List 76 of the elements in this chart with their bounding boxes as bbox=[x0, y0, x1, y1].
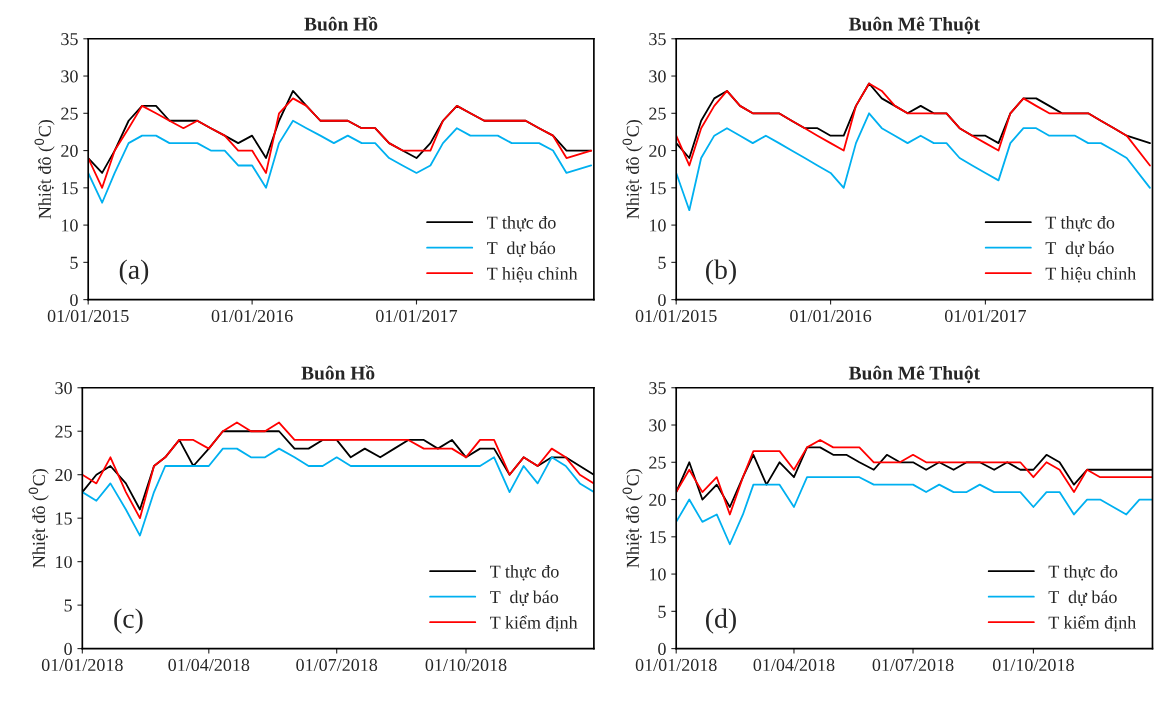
legend-label: T hiệu chỉnh bbox=[487, 266, 578, 283]
chart-title: Buôn Hồ bbox=[301, 365, 375, 380]
line-series bbox=[82, 421, 594, 520]
y-tick-label: 30 bbox=[55, 382, 72, 395]
line-series bbox=[676, 476, 1153, 546]
legend-label: T thực đo bbox=[1045, 215, 1115, 232]
y-axis-title: Nhiệt đô ($^{0}$C) bbox=[622, 469, 643, 568]
annotation: (c) bbox=[114, 608, 143, 634]
x-tick-label: 01/07/2018 bbox=[872, 658, 954, 672]
y-axis-title: Nhiệt đô ($^{0}$C) bbox=[34, 120, 55, 219]
y-tick-label: 35 bbox=[649, 382, 666, 395]
legend-label: T thực đo bbox=[490, 564, 559, 581]
chart-title: Buôn Hồ bbox=[304, 16, 378, 31]
y-tick-label: 0 bbox=[658, 293, 666, 307]
x-tick-label: 01/01/2018 bbox=[635, 658, 717, 672]
line-series bbox=[88, 119, 593, 204]
line-series bbox=[82, 447, 594, 537]
y-axis-title: Nhiệt đô ($^{0}$C) bbox=[28, 469, 49, 568]
y-tick-label: 25 bbox=[649, 107, 666, 120]
y-tick-label: 10 bbox=[650, 568, 666, 581]
y-tick-label: 25 bbox=[61, 107, 78, 120]
y-tick-label: 15 bbox=[62, 182, 78, 195]
chart-title: Buôn Mê Thuột bbox=[848, 365, 980, 384]
y-axis-title: Nhiệt đô ($^{0}$C) bbox=[622, 120, 643, 219]
legend-label: T dự báo bbox=[490, 590, 559, 606]
annotation: (b) bbox=[706, 259, 736, 285]
y-tick-label: 30 bbox=[649, 419, 666, 432]
y-tick-label: 10 bbox=[62, 219, 78, 232]
y-tick-label: 20 bbox=[61, 144, 78, 158]
y-tick-label: 35 bbox=[649, 33, 666, 46]
x-tick-label: 01/01/2016 bbox=[790, 309, 872, 323]
y-tick-label: 10 bbox=[650, 219, 666, 232]
y-tick-label: 0 bbox=[658, 642, 666, 656]
y-tick-label: 35 bbox=[61, 33, 78, 46]
legend-label: T dự báo bbox=[487, 241, 556, 258]
annotation: (d) bbox=[706, 608, 736, 634]
y-tick-label: 25 bbox=[55, 425, 72, 438]
x-tick-label: 01/07/2018 bbox=[296, 658, 378, 672]
legend-label: T dự báo bbox=[1048, 590, 1117, 606]
y-tick-label: 25 bbox=[649, 456, 666, 469]
y-tick-label: 30 bbox=[61, 70, 78, 83]
x-tick-label: 01/10/2018 bbox=[425, 658, 507, 672]
x-tick-label: 01/01/2017 bbox=[376, 309, 458, 323]
x-tick-label: 01/01/2015 bbox=[47, 309, 129, 323]
x-tick-label: 01/01/2016 bbox=[211, 309, 293, 323]
y-tick-label: 5 bbox=[658, 256, 666, 269]
y-tick-label: 0 bbox=[70, 293, 78, 307]
legend-label: T kiểm định bbox=[490, 615, 578, 632]
line-series bbox=[676, 439, 1153, 516]
y-tick-label: 5 bbox=[64, 599, 72, 612]
legend-label: T dự báo bbox=[1045, 241, 1114, 258]
x-tick-label: 01/04/2018 bbox=[168, 658, 250, 672]
line-series bbox=[676, 112, 1151, 212]
y-tick-label: 0 bbox=[64, 642, 72, 656]
y-tick-label: 30 bbox=[649, 70, 666, 83]
y-tick-label: 5 bbox=[658, 605, 666, 618]
y-tick-label: 20 bbox=[649, 493, 666, 506]
y-tick-label: 20 bbox=[649, 144, 666, 158]
x-tick-label: 01/01/2015 bbox=[635, 309, 717, 323]
y-tick-label: 20 bbox=[55, 468, 72, 482]
x-tick-label: 01/01/2018 bbox=[41, 658, 123, 672]
y-tick-label: 10 bbox=[56, 555, 72, 569]
legend-label: T thực đo bbox=[487, 215, 556, 232]
y-tick-label: 5 bbox=[70, 256, 78, 269]
y-tick-label: 15 bbox=[650, 182, 666, 195]
line-series bbox=[88, 97, 593, 189]
legend-label: T hiệu chỉnh bbox=[1045, 266, 1136, 283]
x-tick-label: 01/10/2018 bbox=[992, 658, 1074, 672]
x-tick-label: 01/01/2017 bbox=[944, 309, 1027, 323]
y-tick-label: 15 bbox=[56, 512, 72, 525]
annotation: (a) bbox=[119, 259, 149, 285]
legend-label: T thực đo bbox=[1048, 564, 1118, 581]
y-tick-label: 15 bbox=[650, 531, 666, 544]
x-tick-label: 01/04/2018 bbox=[753, 658, 835, 672]
legend-label: T kiểm định bbox=[1048, 615, 1136, 632]
chart-title: Buôn Mê Thuột bbox=[848, 16, 980, 35]
